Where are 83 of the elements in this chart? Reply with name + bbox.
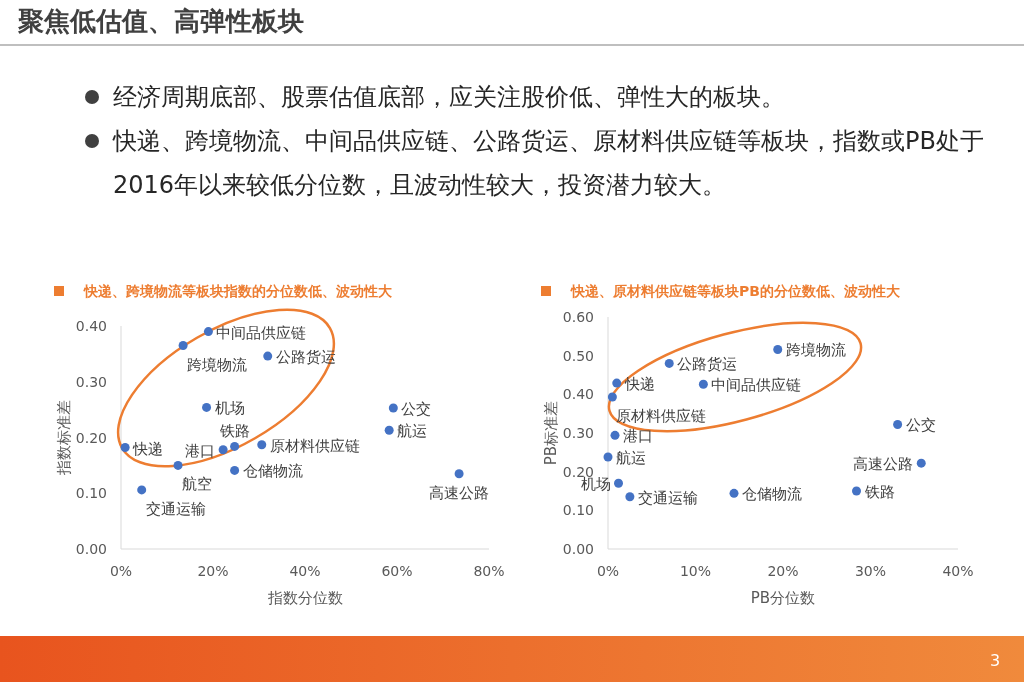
point <box>893 419 903 429</box>
point <box>612 378 622 388</box>
x-tick-label: 0% <box>109 563 133 579</box>
text: 3 <box>989 651 1001 670</box>
x-tick-label: 10% <box>679 563 712 579</box>
data-label: 高速公路 <box>429 483 490 502</box>
point <box>203 327 213 337</box>
y-tick-label: 0.40 <box>562 386 594 403</box>
text: 聚焦低估值、高弹性板块 <box>17 6 304 36</box>
point <box>607 392 617 402</box>
text: 经济周期底部、股票估值底部，应关注股价低、弹性大的板块。 <box>113 83 785 111</box>
chart-title: 快递、跨境物流等板块指数的分位数低、波动性大 <box>83 283 393 299</box>
data-label: 航空 <box>182 475 213 494</box>
point <box>120 443 130 453</box>
y-tick-label: 0.40 <box>75 318 107 334</box>
point <box>454 469 464 479</box>
y-tick-label: 0.30 <box>75 373 107 390</box>
x-tick-label: 80% <box>473 563 505 579</box>
x-tick-label: 20% <box>197 563 229 579</box>
x-tick-label: 40% <box>289 563 321 579</box>
x-tick-label: 0% <box>596 563 620 579</box>
data-label: 交通运输 <box>637 488 698 507</box>
point <box>625 492 635 502</box>
y-tick-label: 0.00 <box>562 541 594 557</box>
point <box>388 403 398 413</box>
point <box>202 402 212 412</box>
data-label: 快递 <box>132 439 164 458</box>
data-label: 机场 <box>214 399 245 418</box>
data-label: 仓储物流 <box>242 462 303 481</box>
data-label: 跨境物流 <box>187 355 248 374</box>
x-axis-title: 指数分位数 <box>266 589 343 607</box>
point <box>852 486 861 496</box>
point <box>218 445 228 455</box>
y-tick-label: 0.20 <box>75 429 107 446</box>
y-tick-label: 0.30 <box>562 425 594 441</box>
x-tick-label: 60% <box>381 563 413 579</box>
data-label: 高速公路 <box>853 455 914 474</box>
data-label: 交通运输 <box>145 499 206 518</box>
y-tick-label: 0.50 <box>562 347 594 364</box>
chart-title: 快递、原材料供应链等板块PB的分位数低、波动性大 <box>570 283 901 299</box>
point <box>729 488 739 498</box>
data-label: 快递 <box>623 375 655 394</box>
point <box>137 485 147 495</box>
point <box>610 430 620 440</box>
data-label: 航运 <box>397 422 428 441</box>
data-label: 原材料供应链 <box>616 407 707 426</box>
point <box>230 441 240 451</box>
data-label: 公路货运 <box>677 355 738 374</box>
point <box>614 478 623 488</box>
data-label: 航运 <box>616 448 646 467</box>
data-label: 原材料供应链 <box>269 436 360 455</box>
point <box>773 344 783 354</box>
point <box>263 351 273 361</box>
data-label: 港口 <box>623 427 653 446</box>
point <box>664 358 674 368</box>
point <box>698 379 708 389</box>
y-tick-label: 0.60 <box>562 309 594 325</box>
data-label: 仓储物流 <box>742 485 802 504</box>
x-tick-label: 20% <box>767 563 799 579</box>
x-axis-title: PB分位数 <box>750 589 816 607</box>
point <box>257 440 267 450</box>
data-label: 公交 <box>401 399 432 418</box>
text: 快递、跨境物流、中间品供应链、公路货运、原材料供应链等板块，指数或PB处于2016年以来较低分位数，且波动性较大，投资潜力较大。 <box>112 127 984 199</box>
x-tick-label: 40% <box>942 563 974 579</box>
y-axis-title: 指数标准差 <box>55 400 73 476</box>
data-label: 港口 <box>185 441 216 460</box>
point <box>916 458 926 468</box>
x-tick-label: 30% <box>854 563 887 579</box>
y-tick-label: 0.10 <box>75 485 107 502</box>
point <box>173 460 183 470</box>
data-label: 公交 <box>905 416 936 435</box>
y-tick-label: 0.10 <box>562 502 594 519</box>
point <box>178 341 188 351</box>
data-label: 铁路 <box>218 422 250 441</box>
point <box>384 425 394 435</box>
y-tick-label: 0.00 <box>75 541 107 557</box>
data-label: 中间品供应链 <box>216 323 307 342</box>
point <box>230 465 240 475</box>
point <box>603 452 613 462</box>
data-label: 中间品供应链 <box>711 376 802 395</box>
y-axis-title: PB标准差 <box>542 400 560 466</box>
data-label: 铁路 <box>863 483 895 501</box>
data-label: 跨境物流 <box>785 341 846 360</box>
